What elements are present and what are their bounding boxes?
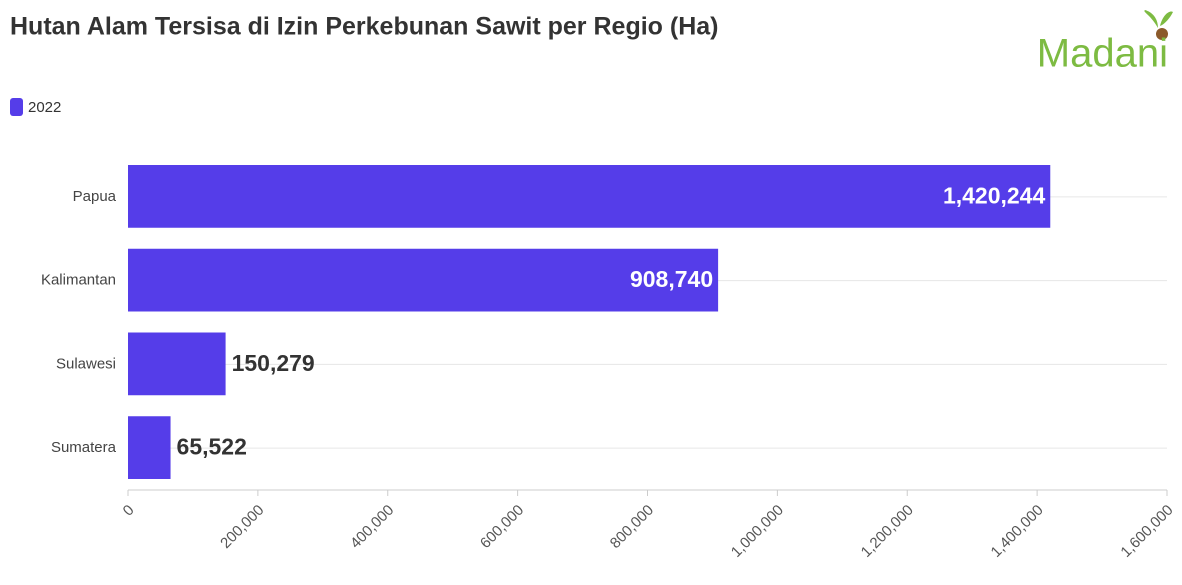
logo: Madani [1037, 32, 1168, 76]
legend-swatch [10, 98, 23, 116]
x-tick-label: 1,400,000 [988, 502, 1047, 561]
x-tick-label: 400,000 [347, 502, 397, 552]
y-tick-label: Sulawesi [56, 355, 116, 372]
x-tick-label: 800,000 [607, 502, 657, 552]
logo-seed [1156, 28, 1168, 40]
data-label: 908,740 [630, 266, 713, 292]
y-tick-label: Papua [73, 188, 117, 205]
bar [128, 332, 226, 396]
x-tick-label: 1,600,000 [1117, 502, 1176, 561]
data-label: 65,522 [177, 434, 247, 460]
chart-title: Hutan Alam Tersisa di Izin Perkebunan Sa… [10, 13, 718, 41]
logo-leaf [1144, 10, 1173, 28]
x-tick-label: 1,200,000 [858, 502, 917, 561]
x-tick-label: 1,000,000 [728, 502, 787, 561]
y-tick-label: Kalimantan [41, 272, 116, 289]
data-label: 1,420,244 [943, 182, 1046, 208]
data-label: 150,279 [232, 350, 315, 376]
bar [128, 248, 719, 312]
x-tick-label: 600,000 [477, 502, 527, 552]
bar [128, 165, 1051, 228]
x-tick-label: 0 [120, 502, 138, 520]
y-tick-label: Sumatera [51, 439, 117, 456]
legend-label: 2022 [28, 99, 61, 116]
x-tick-label: 200,000 [217, 502, 267, 552]
bar [128, 416, 171, 479]
